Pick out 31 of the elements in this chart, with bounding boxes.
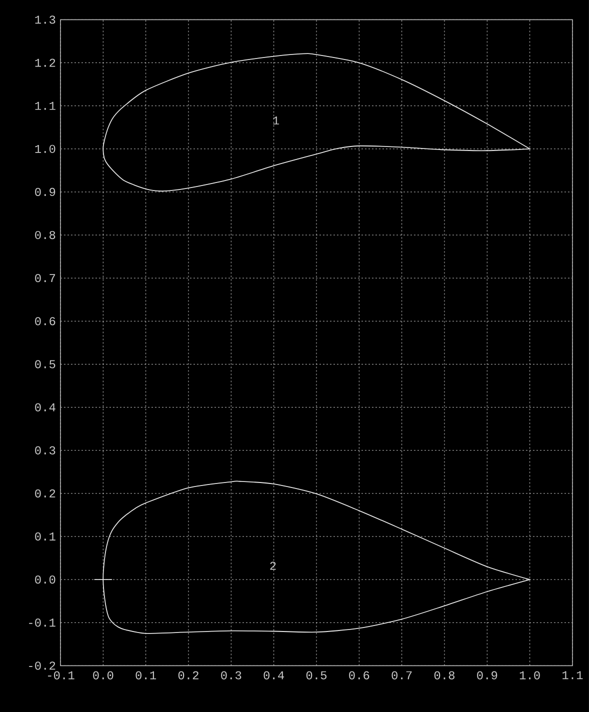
y-tick-label: 0.9 bbox=[35, 188, 56, 196]
y-tick-label: 0.8 bbox=[35, 230, 56, 240]
x-tick-label: 1.0 bbox=[520, 671, 540, 680]
x-tick-label: 0.5 bbox=[306, 671, 327, 680]
annotation: 1 bbox=[273, 116, 279, 124]
y-tick-label: 0.7 bbox=[35, 274, 56, 282]
y-tick-label: 0.5 bbox=[35, 360, 56, 368]
x-tick-label: 0.8 bbox=[434, 671, 454, 680]
x-tick-label: 0.7 bbox=[392, 671, 412, 680]
x-tick-label: 0.3 bbox=[221, 671, 242, 680]
y-tick-label: 0.3 bbox=[35, 446, 56, 454]
x-tick-label: 0.4 bbox=[264, 671, 284, 680]
y-tick-label: -0.1 bbox=[29, 618, 56, 627]
x-tick-label: -0.1 bbox=[48, 671, 74, 680]
y-tick-label: 0.2 bbox=[35, 489, 56, 498]
annotation: 2 bbox=[270, 562, 276, 570]
x-tick-label: 0.1 bbox=[136, 671, 156, 680]
y-tick-label: 1.1 bbox=[35, 102, 56, 110]
y-tick-label: 0.4 bbox=[35, 403, 56, 412]
y-tick-label: 0.1 bbox=[35, 532, 56, 541]
x-tick-label: 0.0 bbox=[93, 671, 114, 680]
y-tick-label: 1.3 bbox=[35, 16, 56, 24]
x-tick-label: 0.6 bbox=[349, 671, 370, 680]
x-tick-label: 1.1 bbox=[562, 671, 583, 680]
y-tick-label: 0.0 bbox=[35, 575, 56, 584]
y-tick-label: 0.6 bbox=[35, 317, 56, 326]
y-tick-label: 1.2 bbox=[35, 58, 56, 67]
x-tick-label: 0.9 bbox=[477, 671, 498, 680]
x-tick-label: 0.2 bbox=[178, 671, 198, 680]
y-tick-label: -0.2 bbox=[29, 662, 56, 670]
y-tick-label: 1.0 bbox=[35, 144, 56, 153]
